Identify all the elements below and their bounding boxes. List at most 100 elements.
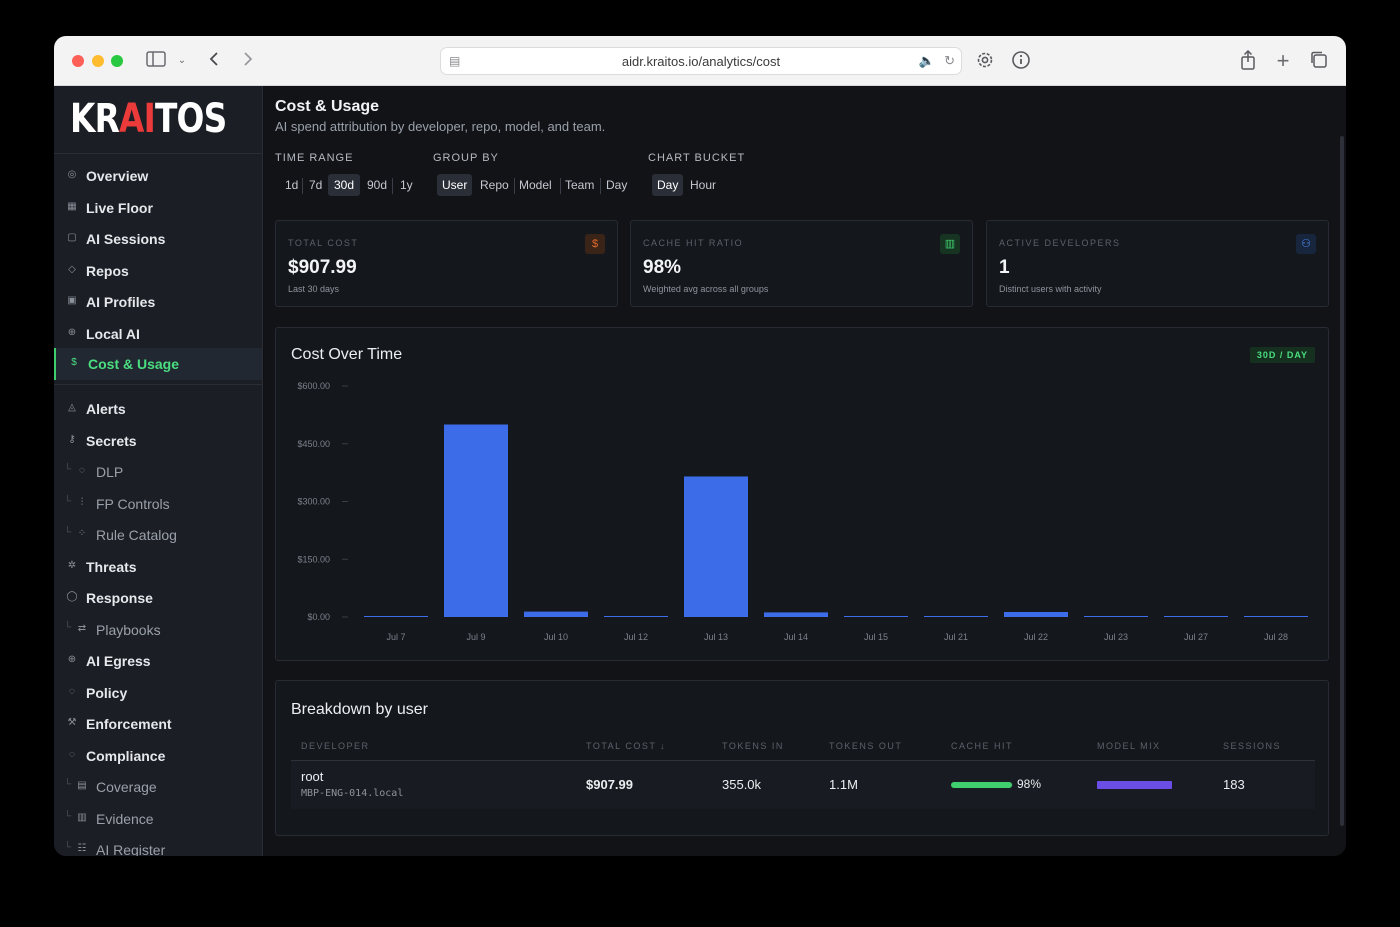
time-range-1d[interactable]: 1d: [285, 178, 299, 192]
divider: [302, 178, 303, 194]
sidebar-item-rule-catalog[interactable]: └ ⁘ Rule Catalog: [54, 519, 262, 551]
x-tick-label: Jul 9: [466, 632, 485, 642]
chart-bar[interactable]: [1004, 611, 1068, 617]
sidebar-item-policy[interactable]: ◌ Policy: [54, 677, 262, 709]
sidebar-item-label: AI Register: [96, 842, 166, 856]
group-by-repo[interactable]: Repo: [480, 178, 509, 192]
time-range-90d[interactable]: 90d: [367, 178, 388, 192]
chart-bar[interactable]: [364, 616, 428, 617]
chart-bucket-hour[interactable]: Hour: [690, 178, 717, 192]
sidebar-item-compliance[interactable]: ◌ Compliance: [54, 740, 262, 772]
new-tab-icon[interactable]: +: [1276, 48, 1290, 73]
sidebar-item-local-ai[interactable]: ⊕ Local AI: [54, 318, 262, 350]
column-header-model-mix[interactable]: MODEL MIX: [1097, 741, 1161, 751]
address-bar[interactable]: ▤ aidr.kraitos.io/analytics/cost 🔈 ↻: [440, 47, 962, 75]
chart-bar[interactable]: [444, 424, 508, 618]
divider: [392, 178, 393, 194]
sidebar-item-ai-profiles[interactable]: ▣ AI Profiles: [54, 286, 262, 318]
scrollbar[interactable]: [1340, 136, 1344, 826]
chart-bar[interactable]: [524, 611, 588, 617]
chevron-down-icon[interactable]: ⌄: [177, 55, 187, 66]
chart-bar[interactable]: [1084, 616, 1148, 617]
group-by-day[interactable]: Day: [606, 178, 628, 192]
info-icon[interactable]: [1010, 50, 1032, 72]
chart-bucket-day[interactable]: Day: [652, 174, 684, 196]
column-header-tokens-in[interactable]: TOKENS IN: [722, 741, 784, 751]
logo-highlight: AI: [119, 96, 156, 142]
zoom-window-button[interactable]: [111, 55, 123, 67]
key-icon: ⚷: [68, 434, 76, 445]
forward-icon[interactable]: [238, 50, 258, 72]
table-title: Breakdown by user: [291, 701, 428, 718]
share-icon[interactable]: [1238, 49, 1258, 72]
response-icon: ◯: [66, 591, 78, 602]
chart-bar[interactable]: [1244, 616, 1308, 617]
column-header-sessions[interactable]: SESSIONS: [1223, 741, 1282, 751]
chart-bar[interactable]: [604, 616, 668, 617]
sidebar-item-playbooks[interactable]: └ ⇄ Playbooks: [54, 614, 262, 646]
tree-connector: └: [64, 842, 72, 853]
column-header-cache-hit[interactable]: CACHE HIT: [951, 741, 1014, 751]
sidebar-item-coverage[interactable]: └ ▤ Coverage: [54, 771, 262, 803]
sidebar-item-enforcement[interactable]: ⚒ Enforcement: [54, 708, 262, 740]
globe-icon: ⊕: [67, 654, 77, 665]
column-header-tokens-out[interactable]: TOKENS OUT: [829, 741, 903, 751]
tree-connector: └: [64, 496, 72, 507]
sidebar-item-ai-register[interactable]: └ ☷ AI Register: [54, 834, 262, 856]
group-by-team[interactable]: Team: [565, 178, 595, 192]
overview-icon: ◎: [67, 169, 77, 180]
cache-hit-ratio-card: CACHE HIT RATIO 98% Weighted avg across …: [630, 220, 973, 307]
cache-hit-bar-fill: [951, 782, 1012, 788]
logo-suffix: TOS: [154, 96, 227, 142]
time-range-30d[interactable]: 30d: [328, 174, 361, 196]
sidebar-item-label: Threats: [86, 559, 137, 575]
chat-icon: ▢: [67, 232, 77, 243]
sidebar-item-label: Coverage: [96, 779, 157, 795]
column-header-total-cost[interactable]: TOTAL COST ↓: [586, 741, 667, 751]
logo-prefix: KR: [70, 96, 120, 142]
sidebar-item-overview[interactable]: ◎ Overview: [54, 160, 262, 192]
sidebar-item-cost-usage[interactable]: $ Cost & Usage: [54, 348, 262, 380]
tabs-overview-icon[interactable]: [1309, 50, 1329, 72]
column-header-developer[interactable]: DEVELOPER: [301, 741, 370, 751]
sidebar-item-repos[interactable]: ◇ Repos: [54, 255, 262, 287]
divider: [54, 153, 262, 154]
sidebar-item-alerts[interactable]: ◬ Alerts: [54, 393, 262, 425]
sidebar-item-secrets[interactable]: ⚷ Secrets: [54, 425, 262, 457]
group-by-user[interactable]: User: [437, 174, 473, 196]
chart-bar[interactable]: [924, 616, 988, 617]
sidebar-item-threats[interactable]: ✲ Threats: [54, 551, 262, 583]
x-tick-label: Jul 7: [386, 632, 405, 642]
sidebar-item-response[interactable]: ◯ Response: [54, 582, 262, 614]
time-range-1y[interactable]: 1y: [400, 178, 413, 192]
sidebar-item-label: Secrets: [86, 433, 137, 449]
chart-bar[interactable]: [764, 612, 828, 617]
close-window-button[interactable]: [72, 55, 84, 67]
sidebar-item-ai-egress[interactable]: ⊕ AI Egress: [54, 645, 262, 677]
reload-icon[interactable]: ↻: [944, 53, 955, 68]
chart-bar[interactable]: [844, 616, 908, 617]
time-range-7d[interactable]: 7d: [309, 178, 323, 192]
card-label: TOTAL COST: [288, 238, 359, 248]
sidebar-item-label: AI Sessions: [86, 231, 166, 247]
sidebar-item-ai-sessions[interactable]: ▢ AI Sessions: [54, 223, 262, 255]
chart-bar[interactable]: [1164, 616, 1228, 617]
sidebar-item-dlp[interactable]: └ ◌ DLP: [54, 456, 262, 488]
sidebar-item-label: Rule Catalog: [96, 527, 177, 543]
settings-gear-icon[interactable]: [974, 50, 996, 72]
group-by-model[interactable]: Model: [519, 178, 552, 192]
kraitos-logo[interactable]: KRAITOS: [70, 96, 227, 142]
chart-bar[interactable]: [684, 476, 748, 617]
back-icon[interactable]: [204, 50, 224, 72]
minimize-window-button[interactable]: [92, 55, 104, 67]
robot-icon: ▣: [67, 295, 77, 306]
sidebar-item-fp-controls[interactable]: └ ⫶ FP Controls: [54, 488, 262, 520]
grid-icon: ▦: [67, 201, 77, 212]
sidebar-item-evidence[interactable]: └ ▥ Evidence: [54, 803, 262, 835]
page-menu-icon[interactable]: ▤: [449, 54, 461, 68]
group-by-label: GROUP BY: [433, 152, 499, 164]
sidebar-toggle-icon[interactable]: [145, 50, 167, 72]
card-label: ACTIVE DEVELOPERS: [999, 238, 1121, 248]
sidebar-item-live-floor[interactable]: ▦ Live Floor: [54, 192, 262, 224]
speaker-icon[interactable]: 🔈: [918, 53, 935, 68]
